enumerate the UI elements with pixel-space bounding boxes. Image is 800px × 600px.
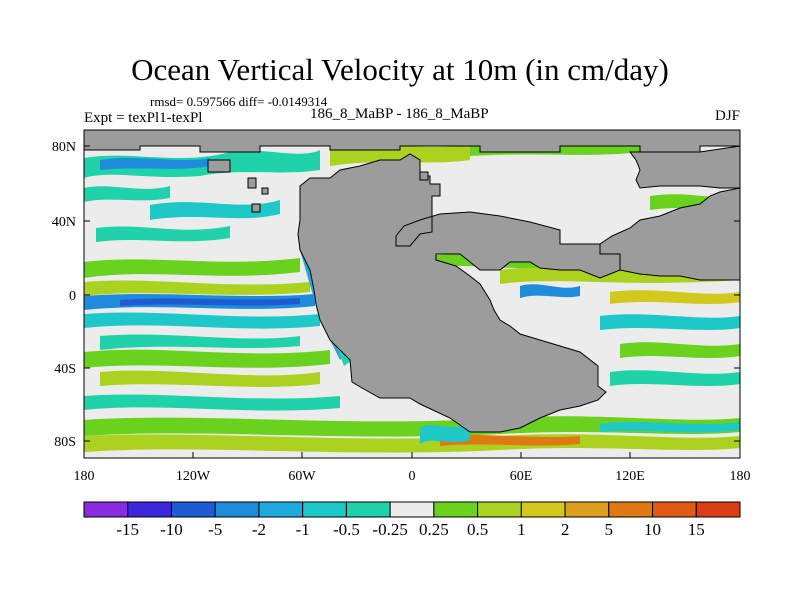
axis-ticks [83,145,741,458]
lat-label: 80S [54,435,76,450]
island [261,187,269,195]
colorbar-label: -15 [116,520,139,539]
lon-label: 120W [176,469,211,484]
colorbar-swatch [608,501,654,518]
colorbar-swatch [258,501,304,518]
colorbar-swatch [520,501,566,518]
colorbar-label: 0.5 [467,520,488,539]
lat-label: 40N [52,215,76,230]
northeast-landmass [629,145,740,189]
colorbar-label: -0.5 [333,520,360,539]
colorbar-swatch [302,501,347,518]
colorbar-swatch [564,501,610,518]
map-plot-area [84,130,740,458]
island [207,159,231,173]
main-landmass [297,153,621,433]
colorbar-swatch [389,501,435,518]
lon-label: 120E [615,469,645,484]
colorbar-label: -10 [160,520,183,539]
colorbar-swatch [83,501,129,518]
map-title: Ocean Vertical Velocity at 10m (in cm/da… [131,52,669,87]
colorbar-label: 0.25 [419,520,449,539]
colorbar-swatch [127,501,172,518]
colorbar-label: 10 [644,520,661,539]
island [251,203,261,213]
colorbar-label: -5 [208,520,222,539]
island [419,171,429,181]
colorbar-label: -2 [252,520,266,539]
lon-label: 180 [730,469,751,484]
island [247,177,257,189]
colorbar-swatch [433,501,479,518]
colorbar-swatch [345,501,391,518]
colorbar: -15 -10 -5 -2 -1 -0.5 -0.25 0.25 0.5 1 2 5 10 15 [83,501,741,539]
lon-label: 180 [74,469,95,484]
runs-label: 186_8_MaBP - 186_8_MaBP [310,106,489,122]
colorbar-swatch [214,501,260,518]
east-landmass [599,187,740,281]
colorbar-swatch [170,501,216,518]
lon-label: 60E [510,469,533,484]
colorbar-swatch [477,501,522,518]
colorbar-label: 1 [517,520,526,539]
experiment-label: Expt = texPl1-texPl [84,110,203,126]
colorbar-swatch [652,501,697,518]
lat-label: 40S [54,362,76,377]
colorbar-label: 5 [605,520,614,539]
season-label: DJF [714,108,740,124]
arctic-land [84,130,740,153]
stats-line: rmsd= 0.597566 diff= -0.0149314 [150,94,328,109]
colorbar-label: -0.25 [372,520,407,539]
colorbar-label: 15 [688,520,705,539]
colorbar-swatch [695,501,741,518]
lon-label: 60W [288,469,316,484]
lat-label: 0 [69,289,76,304]
land-masses [84,130,740,433]
colorbar-label: -1 [296,520,310,539]
lat-label: 80N [52,140,76,155]
colorbar-label: 2 [561,520,570,539]
lon-label: 0 [409,469,416,484]
